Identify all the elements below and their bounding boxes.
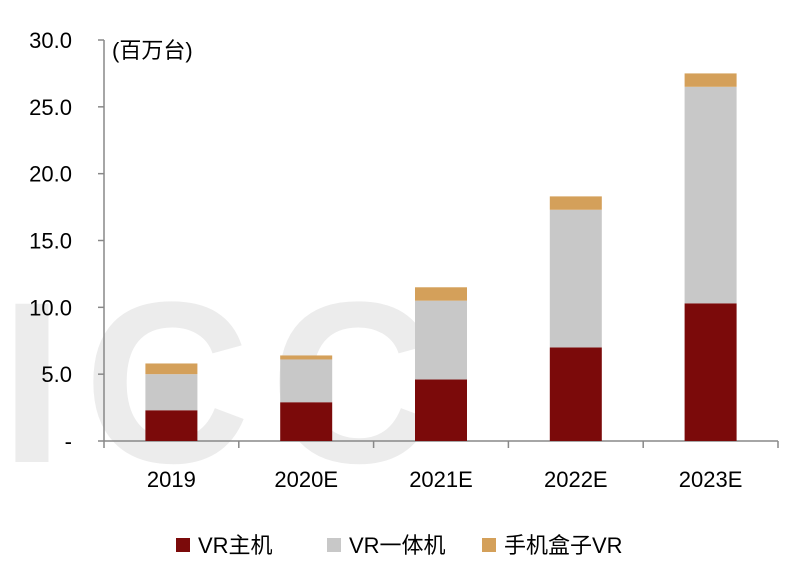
unit-label: (百万台) bbox=[112, 38, 193, 63]
x-ticks: 2019 2020E 2021E 2022E 2023E bbox=[103, 441, 779, 492]
y-tick-label: 20.0 bbox=[29, 162, 72, 187]
bar-2-2023E bbox=[684, 73, 737, 87]
bar-2-2020E bbox=[280, 355, 333, 360]
y-tick-label: 30.0 bbox=[29, 28, 72, 53]
legend-label: VR一体机 bbox=[349, 533, 446, 558]
legend-swatch bbox=[327, 538, 341, 552]
legend-label: VR主机 bbox=[198, 533, 273, 558]
legend-label: 手机盒子VR bbox=[504, 533, 623, 558]
bar-2-2022E bbox=[549, 196, 602, 210]
bar-1-2019 bbox=[145, 374, 198, 411]
x-tick-label: 2021E bbox=[409, 467, 473, 492]
bar-0-2021E bbox=[415, 379, 467, 441]
x-tick-label: 2022E bbox=[544, 467, 608, 492]
bar-0-2020E bbox=[280, 402, 333, 441]
legend: VR主机 VR一体机 手机盒子VR bbox=[176, 533, 623, 558]
bar-0-2022E bbox=[549, 347, 602, 441]
y-tick-label: - bbox=[65, 429, 72, 454]
y-tick-label: 10.0 bbox=[29, 295, 72, 320]
x-tick-label: 2020E bbox=[274, 467, 338, 492]
bar-1-2022E bbox=[549, 209, 602, 348]
y-ticks: - 5.0 10.0 15.0 20.0 25.0 30.0 bbox=[29, 28, 104, 454]
bars bbox=[145, 73, 737, 441]
bar-2-2019 bbox=[145, 363, 198, 375]
bar-2-2021E bbox=[415, 287, 467, 301]
x-tick-label: 2023E bbox=[679, 467, 743, 492]
y-tick-label: 15.0 bbox=[29, 229, 72, 254]
bar-0-2019 bbox=[145, 410, 198, 441]
x-tick-label: 2019 bbox=[147, 467, 196, 492]
bar-1-2020E bbox=[280, 359, 333, 403]
legend-swatch bbox=[176, 538, 190, 552]
legend-swatch bbox=[482, 538, 496, 552]
bar-0-2023E bbox=[684, 303, 737, 441]
bar-1-2023E bbox=[684, 86, 737, 304]
y-tick-label: 25.0 bbox=[29, 95, 72, 120]
bar-1-2021E bbox=[415, 300, 467, 380]
y-tick-label: 5.0 bbox=[41, 362, 72, 387]
